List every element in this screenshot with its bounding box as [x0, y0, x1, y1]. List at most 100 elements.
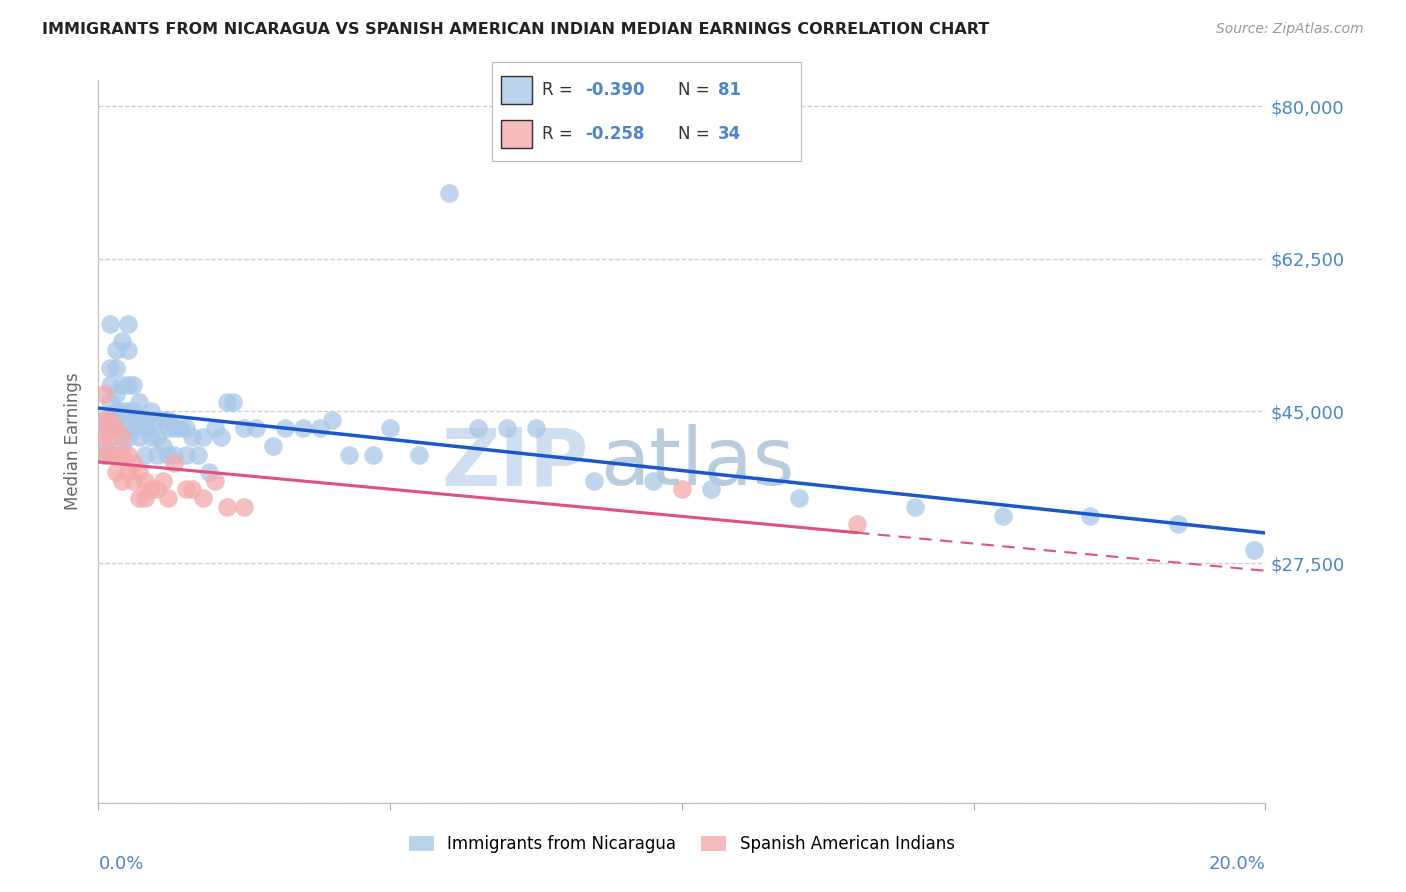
Point	[122, 404, 145, 418]
Text: N =: N =	[678, 81, 714, 99]
Point	[117, 343, 139, 358]
Point	[139, 483, 162, 497]
Point	[128, 491, 150, 505]
Point	[321, 413, 343, 427]
FancyBboxPatch shape	[502, 76, 533, 103]
Point	[152, 474, 174, 488]
Point	[846, 517, 869, 532]
Point	[180, 430, 202, 444]
Point	[128, 430, 150, 444]
Point	[134, 413, 156, 427]
Point	[93, 413, 115, 427]
Point	[117, 404, 139, 418]
Point	[1080, 508, 1102, 523]
Point	[467, 421, 489, 435]
Point	[122, 474, 145, 488]
Point	[221, 395, 243, 409]
Point	[437, 186, 460, 201]
Point	[204, 474, 226, 488]
Point	[93, 413, 115, 427]
Point	[98, 430, 121, 444]
Point	[122, 421, 145, 435]
Point	[98, 413, 121, 427]
Point	[152, 413, 174, 427]
Point	[215, 395, 238, 409]
Point	[111, 474, 134, 488]
Point	[98, 421, 121, 435]
Point	[245, 421, 267, 435]
Point	[111, 334, 134, 349]
Point	[309, 421, 332, 435]
Point	[174, 448, 197, 462]
Text: N =: N =	[678, 125, 714, 143]
Point	[157, 421, 180, 435]
Point	[117, 378, 139, 392]
Text: 81: 81	[718, 81, 741, 99]
Point	[209, 430, 232, 444]
Point	[104, 386, 127, 401]
Point	[233, 421, 256, 435]
Point	[337, 448, 360, 462]
Point	[163, 456, 186, 470]
Point	[361, 448, 384, 462]
Point	[169, 421, 191, 435]
Point	[98, 360, 121, 375]
Text: 34: 34	[718, 125, 741, 143]
Legend: Immigrants from Nicaragua, Spanish American Indians: Immigrants from Nicaragua, Spanish Ameri…	[402, 828, 962, 860]
Point	[274, 421, 297, 435]
Text: R =: R =	[541, 81, 578, 99]
Point	[122, 378, 145, 392]
Point	[128, 395, 150, 409]
Point	[111, 404, 134, 418]
Point	[104, 421, 127, 435]
Point	[524, 421, 547, 435]
Point	[146, 430, 169, 444]
Point	[139, 430, 162, 444]
Point	[193, 430, 215, 444]
Point	[111, 378, 134, 392]
Point	[104, 413, 127, 427]
Point	[1243, 543, 1265, 558]
Point	[93, 430, 115, 444]
Point	[146, 448, 169, 462]
Point	[93, 448, 115, 462]
Point	[291, 421, 314, 435]
Text: -0.390: -0.390	[585, 81, 644, 99]
Point	[233, 500, 256, 514]
Point	[139, 404, 162, 418]
Point	[187, 448, 209, 462]
Point	[111, 439, 134, 453]
Point	[98, 317, 121, 331]
Text: -0.258: -0.258	[585, 125, 644, 143]
Point	[157, 448, 180, 462]
Point	[991, 508, 1014, 523]
Text: ZIP: ZIP	[441, 425, 589, 502]
Point	[146, 483, 169, 497]
Point	[787, 491, 810, 505]
Point	[117, 421, 139, 435]
FancyBboxPatch shape	[502, 120, 533, 148]
Text: IMMIGRANTS FROM NICARAGUA VS SPANISH AMERICAN INDIAN MEDIAN EARNINGS CORRELATION: IMMIGRANTS FROM NICARAGUA VS SPANISH AME…	[42, 22, 990, 37]
Point	[174, 421, 197, 435]
Text: 20.0%: 20.0%	[1209, 855, 1265, 873]
Point	[98, 448, 121, 462]
Point	[117, 465, 139, 479]
Point	[122, 456, 145, 470]
Point	[583, 474, 606, 488]
Point	[104, 448, 127, 462]
Point	[152, 439, 174, 453]
Point	[128, 413, 150, 427]
Point	[98, 395, 121, 409]
Point	[134, 474, 156, 488]
Point	[174, 483, 197, 497]
Point	[641, 474, 664, 488]
Point	[204, 421, 226, 435]
Point	[104, 465, 127, 479]
Point	[157, 413, 180, 427]
Point	[134, 421, 156, 435]
Y-axis label: Median Earnings: Median Earnings	[65, 373, 83, 510]
Point	[104, 404, 127, 418]
Point	[146, 413, 169, 427]
Point	[262, 439, 284, 453]
Point	[117, 317, 139, 331]
